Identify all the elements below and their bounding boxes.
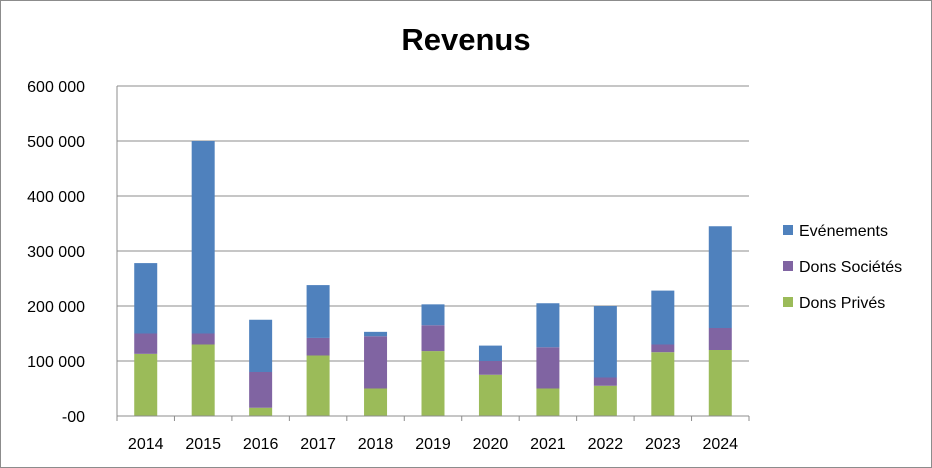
bar-segment	[593, 377, 617, 386]
y-tick-label: 400 000	[27, 189, 85, 206]
bar-segment	[421, 351, 445, 416]
bar-segment	[593, 306, 617, 378]
bar-segment	[651, 290, 675, 345]
bar-segment	[478, 374, 502, 416]
bars	[134, 141, 732, 416]
bar-segment	[134, 333, 158, 354]
bar-segment	[478, 345, 502, 361]
bar-segment	[421, 304, 445, 326]
legend-label: Dons Privés	[799, 295, 885, 312]
bar-segment	[249, 319, 273, 372]
bar-segment	[651, 352, 675, 416]
bar-segment	[249, 407, 273, 416]
bar-segment	[708, 328, 732, 350]
x-tick-label: 2017	[300, 436, 336, 453]
x-axis-tick-labels: 2014 2015 2016 2017 2018 2019 2020 2021 2022 2023…	[128, 436, 738, 453]
legend-swatch	[783, 225, 793, 235]
bar-segment	[536, 347, 560, 389]
bar-segment	[306, 285, 330, 338]
bar-segment	[249, 372, 273, 408]
bar-segment	[421, 325, 445, 352]
gridlines	[117, 85, 749, 362]
bar-segment	[191, 141, 215, 334]
y-tick-label: 300 000	[27, 244, 85, 261]
bar-segment	[191, 333, 215, 345]
bar-segment	[134, 353, 158, 416]
x-tick-label: 2020	[473, 436, 509, 453]
y-tick-label: 200 000	[27, 299, 85, 316]
legend-label: Dons Sociétés	[799, 259, 902, 276]
bar-segment	[306, 337, 330, 356]
legend: Evénements Dons Sociétés Dons Privés	[783, 223, 902, 312]
x-tick-label: 2016	[243, 436, 279, 453]
bar-segment	[593, 385, 617, 416]
y-tick-label: -00	[62, 409, 85, 426]
bar-segment	[536, 388, 560, 416]
x-tick-label: 2021	[530, 436, 566, 453]
bar-segment	[708, 226, 732, 328]
y-axis-tick-labels: -00 100 000 200 000 300 000 400 000 500 000 60…	[27, 79, 85, 426]
axes	[116, 86, 750, 421]
bar-segment	[364, 331, 388, 337]
legend-label: Evénements	[799, 223, 888, 240]
chart-title: Revenus	[401, 22, 530, 57]
bar-segment	[191, 344, 215, 416]
x-tick-label: 2018	[358, 436, 394, 453]
x-tick-label: 2019	[415, 436, 451, 453]
y-tick-label: 600 000	[27, 79, 85, 96]
bar-segment	[134, 263, 158, 334]
x-tick-label: 2024	[702, 436, 738, 453]
x-tick-label: 2014	[128, 436, 164, 453]
legend-swatch	[783, 261, 793, 271]
y-tick-label: 500 000	[27, 134, 85, 151]
x-tick-label: 2022	[588, 436, 624, 453]
bar-segment	[478, 361, 502, 375]
x-tick-label: 2023	[645, 436, 681, 453]
bar-segment	[306, 355, 330, 416]
bar-segment	[651, 344, 675, 353]
x-tick-label: 2015	[185, 436, 221, 453]
bar-segment	[536, 303, 560, 348]
legend-swatch	[783, 297, 793, 307]
bar-segment	[364, 388, 388, 416]
bar-segment	[364, 336, 388, 389]
bar-segment	[708, 350, 732, 416]
y-tick-label: 100 000	[27, 354, 85, 371]
